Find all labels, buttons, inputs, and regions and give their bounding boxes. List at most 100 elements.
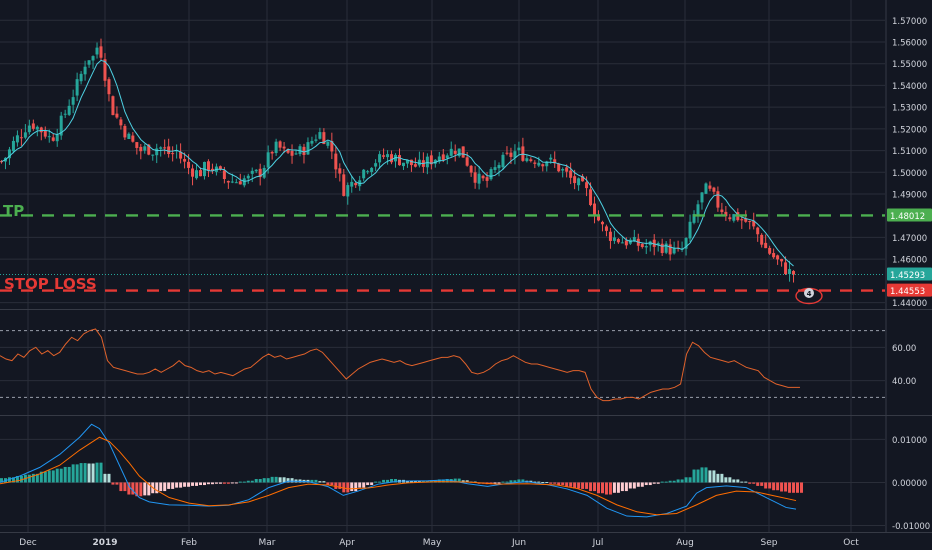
macd-histogram-bar (15, 476, 19, 483)
candle-body (485, 177, 489, 181)
macd-histogram-bar (736, 479, 740, 483)
macd-histogram-bar (700, 467, 704, 483)
macd-histogram-bar (262, 478, 266, 483)
macd-histogram-bar (529, 480, 533, 483)
macd-histogram-bar (441, 479, 445, 483)
candle-body (294, 153, 298, 155)
candle-body (199, 170, 202, 177)
candle-body (71, 97, 75, 105)
price-label-tag (887, 283, 932, 297)
macd-histogram-bar (760, 482, 764, 486)
macd-histogram-bar (644, 482, 648, 486)
macd-histogram-bar (668, 480, 672, 483)
candle-body (612, 237, 616, 241)
macd-histogram-bar (318, 481, 322, 483)
macd-histogram-bar (135, 482, 139, 497)
candle-body (441, 154, 445, 160)
stop-loss-annotation: STOP LOSS (4, 275, 97, 293)
macd-histogram-bar (409, 480, 413, 483)
candle-body (401, 162, 405, 167)
candle-body (31, 123, 35, 129)
candle-body (191, 168, 195, 177)
macd-histogram-bar (577, 482, 581, 489)
price-tick-label: 1.46000 (892, 256, 927, 266)
candle-body (565, 167, 569, 172)
macd-histogram-bar (366, 482, 370, 486)
candle-body (374, 163, 378, 167)
macd-histogram-bar (250, 480, 254, 483)
candle-body (346, 185, 350, 197)
macd-histogram-bar (585, 482, 589, 489)
macd-histogram-bar (63, 466, 67, 483)
macd-histogram-bar (780, 482, 784, 492)
candle-body (350, 181, 354, 187)
macd-histogram-bar (246, 480, 250, 483)
macd-histogram-bar (612, 482, 616, 493)
candle-body (131, 135, 135, 142)
candle-body (541, 164, 545, 167)
rsi-line (0, 328, 800, 402)
candle-body (314, 139, 318, 141)
candle-body (322, 132, 326, 145)
macd-tick-label: 0.01000 (892, 436, 927, 446)
candle-body (509, 152, 513, 157)
macd-histogram-bar (266, 478, 270, 483)
candle-body (222, 170, 226, 179)
candle-body (760, 234, 764, 245)
macd-histogram-bar (696, 469, 700, 483)
candle-body (744, 218, 748, 222)
macd-histogram-bar (800, 482, 803, 493)
candle-body (310, 140, 314, 144)
macd-histogram-bar (445, 479, 449, 483)
macd-histogram-bar (206, 482, 210, 485)
candle-body (720, 209, 724, 213)
candle-body (242, 178, 246, 186)
candle-body (127, 133, 131, 140)
candle-body (115, 113, 119, 118)
candle-body (382, 155, 386, 157)
candle-body (370, 167, 374, 172)
macd-histogram-bar (545, 482, 549, 484)
candle-body (234, 182, 238, 184)
x-tick-label: Jun (511, 538, 526, 548)
candle-body (417, 159, 421, 166)
price-tick-label: 1.56000 (892, 39, 927, 49)
macd-histogram-bar (764, 482, 768, 489)
candle-body (179, 151, 183, 159)
candle-body (740, 219, 744, 221)
candle-body (489, 169, 493, 180)
macd-histogram-bar (350, 482, 354, 492)
macd-histogram-bar (95, 462, 99, 483)
candle-body (776, 255, 780, 260)
macd-histogram-bar (533, 481, 537, 483)
price-tick-label: 1.54000 (892, 82, 927, 92)
candle-body (712, 187, 716, 192)
macd-histogram-bar (692, 469, 696, 483)
candle-body (163, 147, 167, 149)
macd-histogram-bar (704, 467, 708, 483)
x-tick-label: Oct (843, 538, 859, 548)
price-tick-label: 1.51000 (892, 147, 927, 157)
price-label-value: 1.44553 (890, 287, 925, 297)
macd-histogram-bar (290, 478, 294, 483)
candle-body (517, 147, 521, 151)
candle-body (298, 146, 302, 155)
candle-body (716, 191, 720, 208)
candle-body (505, 152, 509, 154)
candle-body (409, 159, 413, 166)
candle-body (748, 221, 752, 223)
candle-body (51, 137, 55, 141)
candle-body (660, 243, 664, 254)
candle-body (67, 105, 71, 115)
candle-body (390, 154, 394, 163)
macd-histogram-bar (334, 482, 338, 489)
rsi-tick-label: 60.00 (892, 344, 916, 354)
macd-histogram-bar (788, 482, 792, 493)
macd-histogram-bar (183, 482, 187, 487)
macd-histogram-bar (167, 482, 171, 489)
candle-body (398, 155, 401, 166)
macd-histogram-bar (163, 482, 167, 492)
event-marker[interactable]: 4 (795, 287, 823, 305)
candle-body (107, 79, 111, 95)
